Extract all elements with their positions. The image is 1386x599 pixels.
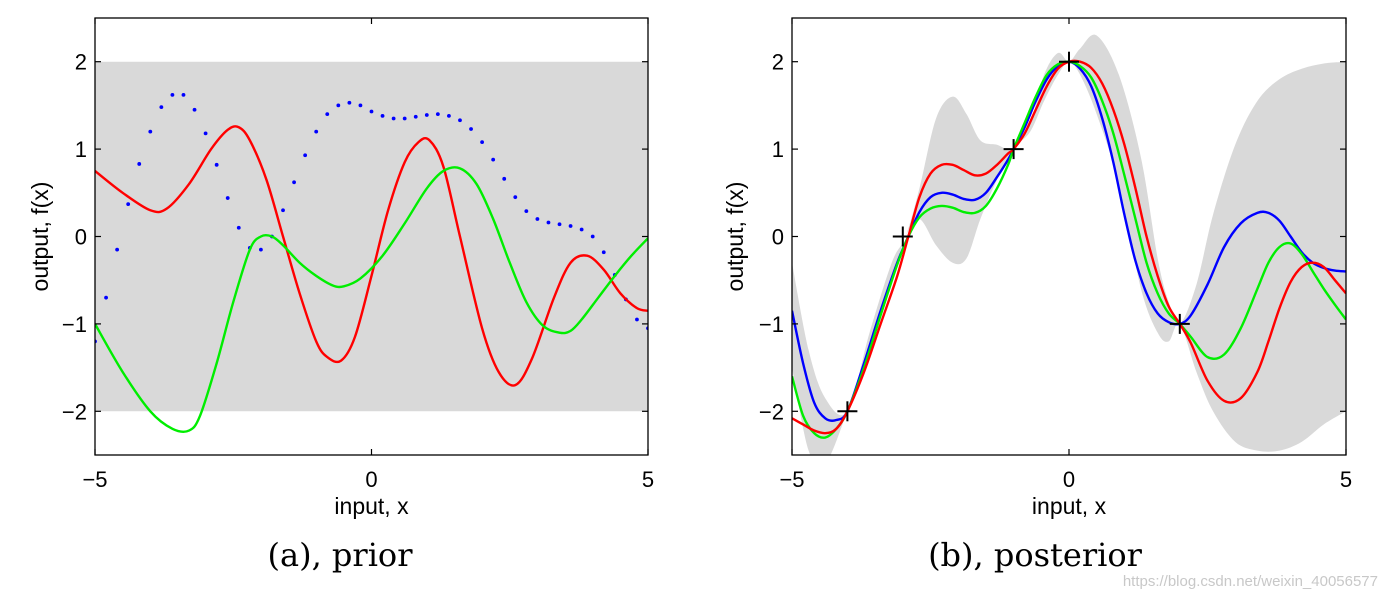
prior-series-line-3: [95, 166, 648, 433]
prior-dotted-point: [491, 157, 496, 162]
prior-dotted-point: [115, 247, 120, 252]
prior-dotted-point: [203, 131, 208, 136]
prior-dotted-point: [557, 222, 562, 227]
posterior-observation-marker: [837, 401, 858, 422]
prior-dotted-point: [214, 162, 219, 167]
prior-dotted-point: [314, 129, 319, 134]
posterior-y-axis-label: output, f(x): [722, 182, 748, 292]
prior-x-axis-label: input, x: [334, 493, 409, 519]
posterior-observation-marker: [1169, 313, 1190, 334]
prior-dotted-point: [579, 227, 584, 232]
prior-dotted-point: [347, 100, 352, 105]
prior-dotted-point: [568, 224, 573, 228]
prior-y-axis-label: output, f(x): [27, 182, 53, 292]
prior-band-area: [95, 61, 648, 412]
posterior-y-tick-label: 1: [772, 137, 784, 162]
prior-uncertainty-band: [95, 61, 648, 412]
posterior-y-tick-label: −1: [759, 312, 784, 337]
prior-panel: −5 0 5 2 1 0 −1 −2 input, x output, f(x) (a), p…: [27, 17, 654, 574]
posterior-observation-marker: [892, 226, 913, 247]
prior-dotted-point: [192, 107, 197, 112]
posterior-observation-marker: [1059, 51, 1079, 72]
prior-dotted-point: [380, 113, 385, 118]
prior-axes-frame: [94, 17, 649, 456]
posterior-uncertainty-band: [792, 34, 1346, 455]
prior-dotted-point: [535, 217, 540, 221]
prior-tick-labels: −5 0 5 2 1 0 −1 −2: [62, 50, 654, 492]
prior-dotted-point: [225, 196, 230, 200]
prior-dotted-point: [413, 114, 418, 119]
prior-dotted-point: [236, 225, 241, 230]
prior-dotted-point: [148, 129, 153, 134]
prior-dotted-point: [137, 162, 142, 166]
prior-series: [95, 93, 648, 433]
posterior-caption: (b), posterior: [928, 536, 1143, 574]
prior-dotted-point: [458, 118, 462, 123]
posterior-axes-frame: [791, 17, 1347, 456]
prior-dotted-point: [159, 105, 164, 110]
prior-dotted-point: [447, 113, 451, 118]
prior-dotted-point: [546, 220, 551, 225]
prior-dotted-point: [303, 153, 308, 158]
prior-y-tick-label: 1: [75, 137, 87, 162]
posterior-band-area: [792, 34, 1346, 455]
prior-dotted-point: [601, 250, 606, 255]
posterior-y-tick-label: 0: [772, 225, 784, 250]
prior-dotted-point: [513, 195, 518, 200]
posterior-y-tick-label: 2: [772, 50, 784, 75]
prior-y-tick-label: 0: [75, 225, 87, 250]
posterior-x-tick-label: 5: [1340, 467, 1352, 492]
prior-dotted-point: [325, 112, 330, 117]
prior-dotted-point: [281, 208, 285, 213]
prior-dotted-point: [480, 140, 484, 145]
prior-dotted-point: [292, 180, 296, 185]
posterior-x-tick-label: −5: [779, 467, 804, 492]
prior-y-tick-label: −2: [62, 399, 87, 424]
prior-dotted-point: [259, 247, 263, 252]
prior-y-tick-label: 2: [75, 50, 87, 75]
prior-y-tick-label: −1: [62, 312, 87, 337]
watermark-text: https://blog.csdn.net/weixin_40056577: [1123, 573, 1378, 590]
prior-x-tick-label: 5: [642, 467, 654, 492]
posterior-x-tick-label: 0: [1063, 467, 1075, 492]
prior-dotted-point: [391, 116, 396, 121]
prior-dotted-point: [170, 93, 175, 97]
posterior-y-tick-label: −2: [759, 399, 784, 424]
prior-dotted-point: [181, 93, 186, 97]
prior-dotted-point: [336, 103, 341, 108]
prior-x-tick-label: 0: [365, 467, 377, 492]
posterior-panel: −5 0 5 2 1 0 −1 −2 input, x output, f(x) (b), p…: [722, 17, 1352, 574]
prior-dotted-point: [502, 176, 507, 181]
prior-dotted-point: [358, 103, 363, 108]
posterior-observations: [837, 51, 1190, 422]
prior-dotted-point: [369, 109, 374, 114]
prior-dotted-point: [402, 116, 407, 121]
prior-dotted-point: [590, 234, 595, 239]
prior-series-line-2: [95, 125, 648, 387]
prior-dotted-point: [104, 295, 108, 300]
posterior-tick-labels: −5 0 5 2 1 0 −1 −2: [759, 50, 1352, 492]
posterior-series-line-3: [792, 59, 1346, 435]
prior-dotted-point: [635, 317, 639, 322]
prior-dotted-point: [469, 127, 473, 131]
posterior-observation-marker: [1003, 139, 1024, 160]
posterior-x-axis-label: input, x: [1032, 493, 1107, 519]
prior-x-tick-label: −5: [82, 467, 107, 492]
prior-dotted-point: [424, 113, 429, 117]
prior-dotted-point: [435, 112, 440, 117]
prior-dotted-point: [126, 202, 131, 207]
prior-dotted-point: [524, 209, 529, 214]
prior-caption: (a), prior: [268, 536, 414, 574]
